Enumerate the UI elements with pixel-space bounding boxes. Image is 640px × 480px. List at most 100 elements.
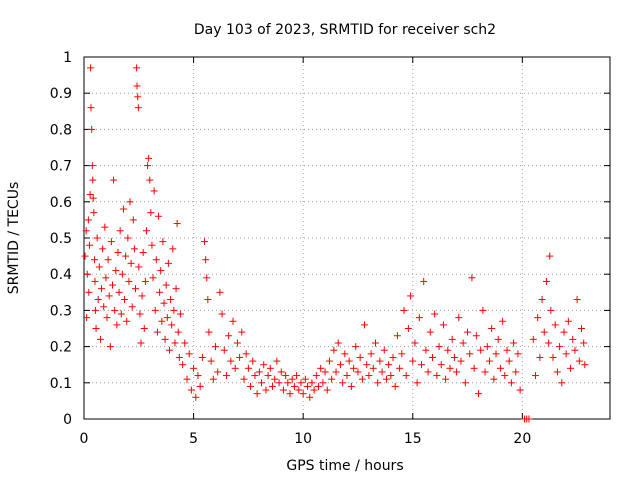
data-point — [428, 353, 436, 361]
data-point — [135, 263, 143, 271]
data-point — [101, 223, 109, 231]
data-point — [317, 364, 325, 372]
data-point — [578, 325, 586, 332]
data-point — [494, 335, 502, 343]
data-point — [273, 357, 281, 365]
data-point — [262, 386, 270, 394]
data-point — [111, 306, 119, 314]
data-point — [531, 372, 539, 380]
data-point — [103, 314, 111, 322]
data-point — [225, 332, 233, 340]
data-point — [334, 339, 342, 347]
data-point — [162, 281, 170, 289]
data-point — [382, 375, 390, 383]
data-point — [87, 64, 95, 72]
data-point — [472, 332, 480, 340]
data-point — [176, 310, 184, 318]
data-point — [483, 343, 491, 351]
data-point — [510, 339, 518, 347]
data-point — [424, 368, 432, 376]
data-point — [580, 339, 588, 347]
data-point — [105, 292, 113, 300]
data-point — [567, 364, 575, 372]
data-point — [83, 270, 91, 278]
data-point — [106, 343, 114, 351]
x-axis-label: GPS time / hours — [286, 458, 403, 474]
data-point — [84, 216, 92, 224]
data-point — [459, 339, 467, 347]
data-point — [433, 372, 441, 380]
data-point — [222, 372, 230, 380]
data-point — [347, 382, 355, 390]
data-point — [147, 209, 155, 217]
data-point — [295, 386, 303, 394]
data-point — [391, 382, 399, 390]
data-point — [422, 346, 430, 354]
data-point — [187, 386, 195, 394]
data-point — [501, 372, 509, 380]
y-tick-label: 0.3 — [50, 303, 72, 319]
data-point — [231, 364, 239, 372]
data-point — [168, 321, 176, 329]
data-point — [144, 162, 152, 170]
data-point — [174, 328, 182, 336]
data-point — [145, 154, 153, 162]
y-axis-label: SRMTID / TECUs — [6, 182, 22, 295]
data-point — [402, 372, 410, 380]
data-point — [87, 104, 95, 112]
data-point — [127, 259, 135, 267]
data-point — [118, 270, 126, 278]
data-point — [258, 379, 266, 387]
data-point — [216, 288, 224, 296]
data-point — [169, 245, 177, 253]
data-point — [113, 321, 121, 329]
data-point — [352, 343, 360, 351]
data-point — [91, 277, 99, 285]
data-point — [573, 296, 581, 304]
data-point — [133, 64, 141, 72]
data-point — [214, 368, 222, 376]
data-point — [96, 335, 104, 343]
data-point — [299, 390, 307, 398]
data-point — [479, 306, 487, 314]
data-point — [488, 325, 496, 332]
data-point — [385, 361, 393, 369]
data-point — [158, 317, 166, 325]
data-point — [81, 252, 89, 260]
data-point — [98, 285, 106, 293]
data-point — [152, 256, 160, 264]
x-tick-label: 15 — [404, 431, 422, 447]
data-point — [104, 256, 112, 264]
data-point — [556, 343, 564, 351]
data-point — [321, 368, 329, 376]
data-point — [507, 379, 515, 387]
data-point — [534, 314, 542, 322]
y-tick-label: 0.5 — [50, 231, 72, 247]
x-tick-label: 20 — [513, 431, 531, 447]
data-point — [85, 288, 93, 296]
data-point — [236, 353, 244, 361]
data-point — [134, 93, 142, 101]
data-point — [119, 205, 127, 213]
y-tick-label: 0.4 — [50, 267, 72, 283]
data-point — [227, 357, 235, 365]
data-point — [108, 281, 116, 289]
data-point — [137, 339, 145, 347]
data-point — [240, 375, 248, 383]
data-point — [99, 245, 107, 253]
data-point — [356, 353, 364, 361]
data-point — [249, 357, 257, 365]
data-point — [139, 248, 147, 256]
data-point — [503, 346, 511, 354]
data-point — [485, 357, 493, 365]
data-point — [82, 227, 90, 235]
data-point — [115, 288, 123, 296]
data-point — [343, 372, 351, 380]
data-point — [369, 364, 377, 372]
data-point — [345, 357, 353, 365]
data-point — [387, 372, 395, 380]
data-point — [512, 368, 520, 376]
data-point — [444, 346, 452, 354]
data-point — [306, 393, 314, 401]
